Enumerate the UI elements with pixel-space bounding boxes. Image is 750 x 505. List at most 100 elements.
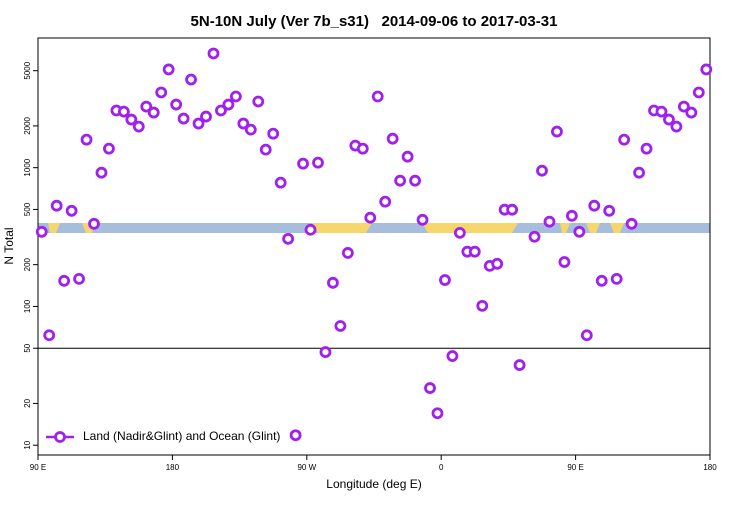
chart-title: 5N-10N July (Ver 7b_s31) 2014-09-06 to 2…: [191, 13, 558, 30]
point: [237, 117, 250, 130]
point: [394, 174, 407, 187]
land-patch: [422, 223, 518, 233]
point: [341, 247, 354, 259]
point: [282, 232, 295, 245]
point: [401, 150, 414, 163]
point: [655, 105, 668, 118]
point: [663, 113, 675, 126]
y-tick-label: 50: [23, 343, 32, 352]
point: [588, 199, 601, 212]
y-tick-label: 5000: [23, 61, 32, 79]
y-tick-label: 200: [23, 257, 32, 271]
point: [580, 329, 593, 342]
point: [476, 299, 489, 312]
point: [43, 329, 56, 342]
legend-label: Land (Nadir&Glint) and Ocean (Glint): [83, 429, 280, 443]
point: [274, 176, 287, 189]
point: [685, 106, 698, 119]
point: [468, 245, 481, 258]
y-tick-label: 100: [23, 299, 32, 313]
land-patch: [560, 223, 570, 233]
point: [446, 350, 459, 362]
point: [88, 217, 100, 230]
point: [252, 95, 265, 108]
point: [192, 117, 205, 130]
point: [558, 256, 571, 268]
point: [222, 98, 235, 111]
point: [700, 63, 713, 76]
point: [207, 47, 220, 60]
land-patch: [610, 223, 624, 233]
x-tick-label: 0: [439, 463, 444, 472]
point: [424, 382, 436, 394]
point: [177, 112, 190, 125]
y-tick-label: 20: [23, 398, 32, 407]
point: [259, 143, 272, 156]
point: [633, 166, 645, 179]
point: [319, 346, 332, 358]
point: [185, 73, 197, 86]
point: [35, 225, 48, 238]
land-patch: [586, 223, 600, 233]
point: [132, 120, 145, 133]
point: [215, 104, 227, 117]
point: [155, 86, 168, 99]
point: [551, 125, 563, 138]
point: [565, 209, 578, 222]
point: [670, 120, 683, 133]
point: [439, 274, 451, 286]
point: [147, 106, 160, 119]
x-tick-label: 90 W: [297, 463, 316, 472]
point: [95, 166, 108, 179]
point: [491, 257, 504, 270]
point: [625, 217, 638, 230]
point: [289, 429, 302, 442]
point: [58, 274, 71, 287]
point: [513, 359, 526, 371]
ocean-band: [38, 223, 710, 233]
point: [162, 63, 175, 76]
x-tick-label: 180: [703, 463, 717, 472]
point: [453, 226, 466, 239]
point: [603, 204, 616, 217]
point: [229, 90, 242, 103]
y-tick-label: 10: [23, 440, 32, 449]
point: [379, 195, 392, 208]
land-patch: [312, 223, 372, 233]
point: [50, 199, 63, 212]
point: [409, 174, 421, 187]
point: [244, 123, 257, 136]
x-tick-label: 90 E: [30, 463, 46, 472]
plot-frame: [37, 37, 711, 456]
x-tick-label: 180: [166, 463, 180, 472]
point: [140, 100, 153, 113]
point: [543, 215, 556, 228]
point: [80, 133, 93, 146]
y-tick-label: 1000: [23, 158, 32, 176]
point: [200, 110, 212, 123]
y-tick-label: 500: [23, 202, 32, 216]
point: [528, 230, 541, 243]
point: [312, 156, 324, 169]
point: [364, 211, 377, 224]
legend-swatch: [54, 431, 66, 443]
point: [536, 164, 548, 177]
x-axis-label: Longitude (deg E): [326, 477, 421, 491]
point: [677, 100, 690, 113]
point: [371, 90, 384, 103]
point: [297, 157, 309, 170]
point: [640, 142, 653, 155]
y-tick-label: 2000: [23, 116, 32, 134]
point: [386, 132, 399, 145]
point: [73, 272, 85, 285]
point: [506, 203, 519, 216]
point: [356, 142, 369, 155]
point: [125, 113, 138, 126]
point: [573, 225, 586, 238]
point: [65, 204, 78, 217]
point: [610, 272, 623, 285]
point: [103, 142, 115, 155]
x-tick-label: 90 E: [567, 463, 583, 472]
point: [416, 213, 429, 226]
